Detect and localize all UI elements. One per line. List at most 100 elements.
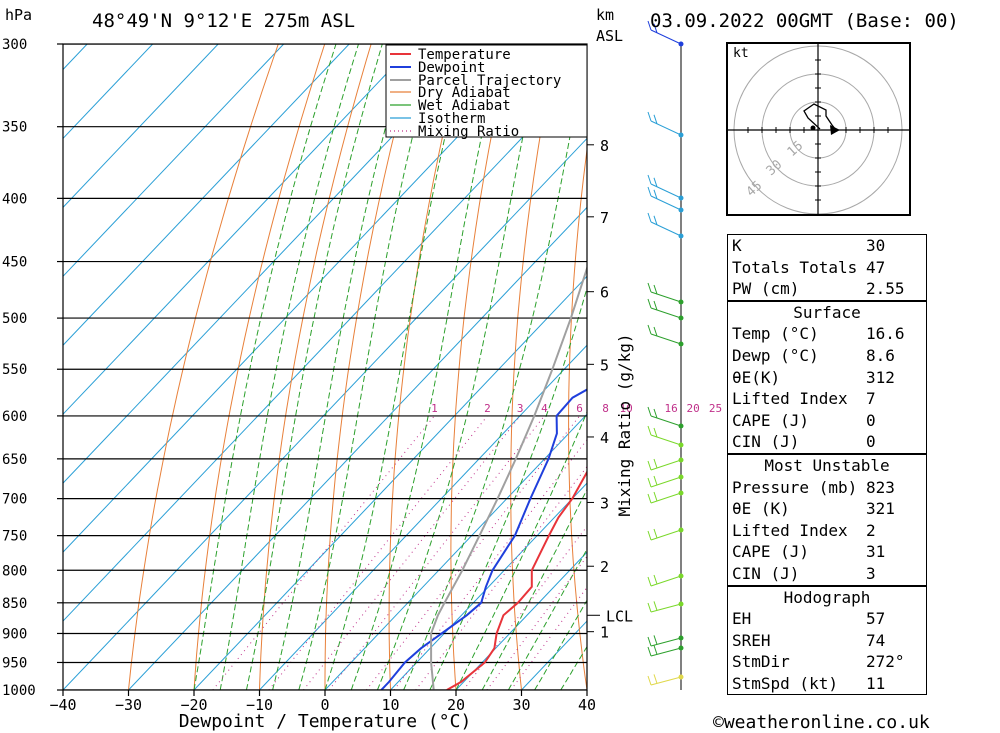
dry-adiabat <box>568 146 587 690</box>
wind-barb-flag <box>647 493 652 504</box>
wind-barb-flag <box>653 23 658 33</box>
wet-adiabat-lines <box>193 44 587 690</box>
wind-barb <box>650 459 682 471</box>
wind-barb <box>650 637 682 647</box>
isotherm-line <box>63 44 219 209</box>
wind-barb <box>650 603 682 613</box>
legend-wet-adiabat: Wet Adiabat <box>418 98 511 114</box>
surface-cin-row: CIN (J) 0 <box>728 431 926 453</box>
isotherm-line <box>63 44 481 484</box>
hodograph-trace <box>803 103 837 131</box>
wind-barb <box>650 291 682 303</box>
legend-isotherm: Isotherm <box>418 111 485 127</box>
isotherm-line <box>63 44 416 415</box>
wind-barb <box>650 476 682 488</box>
wet-adiabat <box>403 47 587 690</box>
storm-motion-arrow <box>830 125 840 135</box>
wind-barb-flag <box>653 189 658 199</box>
mixing-ratio-label: 1 <box>431 402 438 415</box>
wet-adiabat <box>429 286 587 690</box>
surface-cape-row: CAPE (J) 0 <box>728 410 926 432</box>
lcl-label: LCL <box>606 607 633 625</box>
wind-barb-flag <box>653 601 658 611</box>
surface-dewp-row: Dewp (°C) 8.6 <box>728 345 926 367</box>
wind-barb-flag <box>653 408 658 419</box>
eh-row: EH 57 <box>728 608 926 630</box>
pressure-tick-label: 950 <box>2 655 27 671</box>
surface-cin-label: CIN (J) <box>732 432 800 452</box>
wind-barb <box>650 492 682 504</box>
wind-barb-flag <box>647 425 652 436</box>
wind-barb-flag <box>647 111 652 122</box>
wind-barb-flag <box>653 300 658 311</box>
mu-li-label: Lifted Index <box>732 520 848 540</box>
legend-dry-adiabat: Dry Adiabat <box>418 85 511 101</box>
mu-cape-label: CAPE (J) <box>732 542 810 562</box>
wind-barb-flag <box>647 186 652 197</box>
surface-theta-value: 312 <box>866 367 895 387</box>
mixing-ratio-label: 8 <box>602 402 609 415</box>
wind-barb-flag <box>653 674 658 684</box>
dry-adiabat <box>928 26 1000 716</box>
surface-cin-value: 0 <box>866 432 876 452</box>
surface-temp-label: Temp (°C) <box>732 324 819 344</box>
location-title: 48°49'N 9°12'E 275m ASL <box>92 10 355 32</box>
wind-barb-flag <box>647 602 652 613</box>
mixing-ratio-label: 4 <box>541 402 548 415</box>
mu-cape-row: CAPE (J) 31 <box>728 541 926 563</box>
pressure-tick-label: 1000 <box>2 683 36 699</box>
dry-adiabat <box>324 44 419 690</box>
isotherm-line <box>63 44 547 553</box>
dry-adiabat <box>450 44 511 690</box>
mu-theta-value: 321 <box>866 499 895 519</box>
hodograph: kt 15 30 45 <box>726 42 911 216</box>
wind-profile <box>647 20 684 690</box>
wind-barb <box>650 120 682 136</box>
legend-dewpoint: Dewpoint <box>418 60 485 76</box>
wind-barb <box>650 647 682 657</box>
eh-value: 57 <box>866 609 886 629</box>
mixing-ratio-axis-label: Mixing Ratio (g/kg) <box>615 333 634 516</box>
surface-theta-label: θE(K) <box>732 367 781 387</box>
mu-li-row: Lifted Index 2 <box>728 520 926 542</box>
temperature-tick-label: −20 <box>180 696 207 714</box>
stmdir-value: 272° <box>866 652 905 672</box>
pressure-tick-label: 550 <box>2 362 27 378</box>
totals-totals-row: Totals Totals 47 <box>728 257 926 279</box>
dry-adiabat <box>679 26 724 716</box>
wind-barb-flag <box>647 406 652 417</box>
most-unstable-table: Most Unstable Pressure (mb) 823 θE (K) 321… <box>727 453 927 586</box>
wind-barb <box>650 529 682 541</box>
hodograph-table: Hodograph EH 57 SREH 74 StmDir 272° StmSpd … <box>727 585 927 696</box>
k-index-row: K 30 <box>728 235 926 257</box>
mu-li-value: 2 <box>866 520 876 540</box>
hodograph-unit: kt <box>733 46 749 61</box>
mixing-ratio-labels: 1 2 3 4 6 8 10 16 20 25 <box>431 402 722 415</box>
isotherm-line <box>63 44 285 278</box>
temperature-tick-label: 30 <box>512 696 530 714</box>
temperature-tick-label: −10 <box>246 696 273 714</box>
surface-li-value: 7 <box>866 389 876 409</box>
pressure-unit-label: hPa <box>5 6 32 24</box>
pw-value: 2.55 <box>866 279 905 299</box>
wind-barb-flag <box>653 177 658 187</box>
hodograph-table-title: Hodograph <box>783 587 871 607</box>
surface-li-row: Lifted Index 7 <box>728 388 926 410</box>
wind-barb-flag <box>647 646 652 657</box>
height-unit-label: km <box>596 6 614 24</box>
wind-barb <box>650 575 682 587</box>
stmdir-label: StmDir <box>732 652 790 672</box>
pressure-tick-label: 900 <box>2 626 27 642</box>
wind-barb <box>650 307 682 319</box>
wind-barb-flag <box>647 675 652 686</box>
wind-barb-flag <box>647 174 652 185</box>
wind-barb <box>650 434 682 446</box>
isotherm-line <box>455 551 587 690</box>
surface-temp-value: 16.6 <box>866 324 905 344</box>
isotherm-line <box>63 44 350 346</box>
pressure-tick-label: 600 <box>2 409 27 425</box>
mu-cin-row: CIN (J) 3 <box>728 563 926 585</box>
mixing-ratio-line <box>393 438 587 690</box>
dry-adiabat <box>128 44 279 690</box>
stmspd-label: StmSpd (kt) <box>732 673 838 693</box>
